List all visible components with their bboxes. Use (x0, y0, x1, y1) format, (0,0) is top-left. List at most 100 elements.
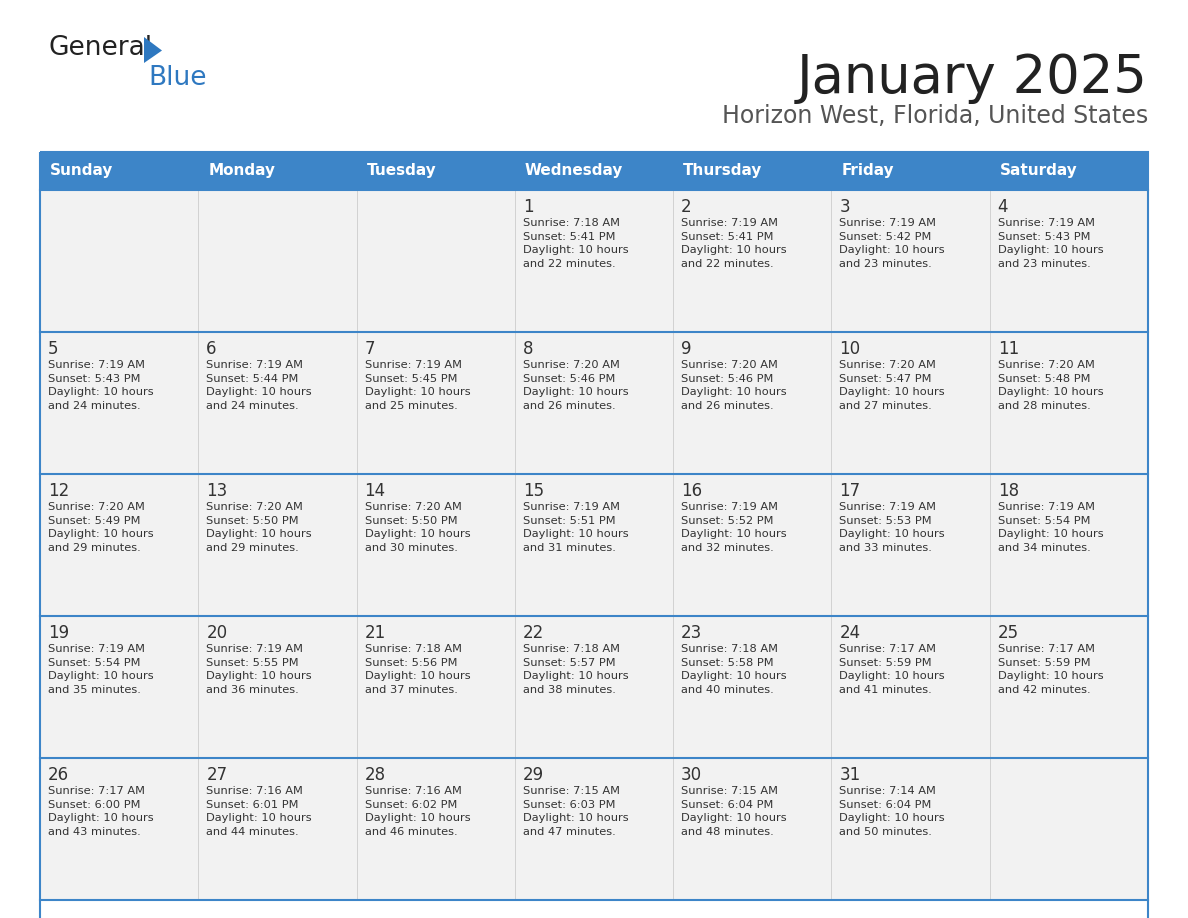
Text: Friday: Friday (841, 163, 895, 178)
Text: 10: 10 (840, 340, 860, 358)
Text: Sunrise: 7:17 AM
Sunset: 5:59 PM
Daylight: 10 hours
and 41 minutes.: Sunrise: 7:17 AM Sunset: 5:59 PM Dayligh… (840, 644, 944, 695)
Text: Sunrise: 7:18 AM
Sunset: 5:41 PM
Daylight: 10 hours
and 22 minutes.: Sunrise: 7:18 AM Sunset: 5:41 PM Dayligh… (523, 218, 628, 269)
Text: Sunrise: 7:19 AM
Sunset: 5:53 PM
Daylight: 10 hours
and 33 minutes.: Sunrise: 7:19 AM Sunset: 5:53 PM Dayligh… (840, 502, 944, 553)
Bar (674, 616, 832, 758)
Polygon shape (144, 37, 162, 63)
Text: 4: 4 (998, 198, 1009, 216)
Bar (40, 474, 198, 616)
Bar (832, 332, 990, 474)
Text: Blue: Blue (148, 65, 207, 91)
Text: Sunrise: 7:15 AM
Sunset: 6:03 PM
Daylight: 10 hours
and 47 minutes.: Sunrise: 7:15 AM Sunset: 6:03 PM Dayligh… (523, 786, 628, 837)
Text: Sunrise: 7:19 AM
Sunset: 5:43 PM
Daylight: 10 hours
and 24 minutes.: Sunrise: 7:19 AM Sunset: 5:43 PM Dayligh… (48, 360, 153, 410)
Text: 19: 19 (48, 624, 69, 642)
Text: Sunday: Sunday (50, 163, 113, 178)
Text: 21: 21 (365, 624, 386, 642)
Text: Sunrise: 7:19 AM
Sunset: 5:52 PM
Daylight: 10 hours
and 32 minutes.: Sunrise: 7:19 AM Sunset: 5:52 PM Dayligh… (681, 502, 786, 553)
Text: Thursday: Thursday (683, 163, 763, 178)
Text: Sunrise: 7:19 AM
Sunset: 5:42 PM
Daylight: 10 hours
and 23 minutes.: Sunrise: 7:19 AM Sunset: 5:42 PM Dayligh… (840, 218, 944, 269)
Text: 28: 28 (365, 766, 386, 784)
Text: Sunrise: 7:19 AM
Sunset: 5:54 PM
Daylight: 10 hours
and 34 minutes.: Sunrise: 7:19 AM Sunset: 5:54 PM Dayligh… (998, 502, 1104, 553)
Bar (514, 474, 674, 616)
Bar (832, 474, 990, 616)
Text: Tuesday: Tuesday (367, 163, 436, 178)
Text: Wednesday: Wednesday (525, 163, 624, 178)
Bar (990, 190, 1148, 332)
Text: Sunrise: 7:16 AM
Sunset: 6:01 PM
Daylight: 10 hours
and 44 minutes.: Sunrise: 7:16 AM Sunset: 6:01 PM Dayligh… (207, 786, 312, 837)
Bar (40, 758, 198, 900)
Text: 24: 24 (840, 624, 860, 642)
Text: Sunrise: 7:18 AM
Sunset: 5:56 PM
Daylight: 10 hours
and 37 minutes.: Sunrise: 7:18 AM Sunset: 5:56 PM Dayligh… (365, 644, 470, 695)
Text: 29: 29 (523, 766, 544, 784)
Text: 22: 22 (523, 624, 544, 642)
Text: 17: 17 (840, 482, 860, 500)
Text: Sunrise: 7:14 AM
Sunset: 6:04 PM
Daylight: 10 hours
and 50 minutes.: Sunrise: 7:14 AM Sunset: 6:04 PM Dayligh… (840, 786, 944, 837)
Text: 27: 27 (207, 766, 227, 784)
Text: Sunrise: 7:20 AM
Sunset: 5:46 PM
Daylight: 10 hours
and 26 minutes.: Sunrise: 7:20 AM Sunset: 5:46 PM Dayligh… (681, 360, 786, 410)
Text: Sunrise: 7:20 AM
Sunset: 5:50 PM
Daylight: 10 hours
and 29 minutes.: Sunrise: 7:20 AM Sunset: 5:50 PM Dayligh… (207, 502, 312, 553)
Bar (514, 616, 674, 758)
Bar (832, 616, 990, 758)
Bar (40, 332, 198, 474)
Text: 9: 9 (681, 340, 691, 358)
Text: Sunrise: 7:19 AM
Sunset: 5:41 PM
Daylight: 10 hours
and 22 minutes.: Sunrise: 7:19 AM Sunset: 5:41 PM Dayligh… (681, 218, 786, 269)
Text: Sunrise: 7:19 AM
Sunset: 5:44 PM
Daylight: 10 hours
and 24 minutes.: Sunrise: 7:19 AM Sunset: 5:44 PM Dayligh… (207, 360, 312, 410)
Bar (674, 758, 832, 900)
Text: Sunrise: 7:15 AM
Sunset: 6:04 PM
Daylight: 10 hours
and 48 minutes.: Sunrise: 7:15 AM Sunset: 6:04 PM Dayligh… (681, 786, 786, 837)
Text: 7: 7 (365, 340, 375, 358)
Bar (198, 616, 356, 758)
Text: 26: 26 (48, 766, 69, 784)
Bar (990, 758, 1148, 900)
Text: Sunrise: 7:20 AM
Sunset: 5:50 PM
Daylight: 10 hours
and 30 minutes.: Sunrise: 7:20 AM Sunset: 5:50 PM Dayligh… (365, 502, 470, 553)
Text: 13: 13 (207, 482, 228, 500)
Bar (990, 616, 1148, 758)
Bar (198, 474, 356, 616)
Text: 2: 2 (681, 198, 691, 216)
Bar (40, 616, 198, 758)
Bar (674, 332, 832, 474)
Bar (674, 474, 832, 616)
Bar (832, 190, 990, 332)
Text: 20: 20 (207, 624, 227, 642)
Text: Sunrise: 7:18 AM
Sunset: 5:58 PM
Daylight: 10 hours
and 40 minutes.: Sunrise: 7:18 AM Sunset: 5:58 PM Dayligh… (681, 644, 786, 695)
Bar (356, 758, 514, 900)
Bar (356, 616, 514, 758)
Text: 23: 23 (681, 624, 702, 642)
Bar (198, 758, 356, 900)
Bar (514, 332, 674, 474)
Bar (990, 474, 1148, 616)
Bar (40, 152, 1148, 918)
Text: Sunrise: 7:17 AM
Sunset: 6:00 PM
Daylight: 10 hours
and 43 minutes.: Sunrise: 7:17 AM Sunset: 6:00 PM Dayligh… (48, 786, 153, 837)
Text: Sunrise: 7:19 AM
Sunset: 5:54 PM
Daylight: 10 hours
and 35 minutes.: Sunrise: 7:19 AM Sunset: 5:54 PM Dayligh… (48, 644, 153, 695)
Text: 1: 1 (523, 198, 533, 216)
Text: Sunrise: 7:20 AM
Sunset: 5:46 PM
Daylight: 10 hours
and 26 minutes.: Sunrise: 7:20 AM Sunset: 5:46 PM Dayligh… (523, 360, 628, 410)
Text: Monday: Monday (208, 163, 276, 178)
Text: 31: 31 (840, 766, 860, 784)
Text: Sunrise: 7:19 AM
Sunset: 5:45 PM
Daylight: 10 hours
and 25 minutes.: Sunrise: 7:19 AM Sunset: 5:45 PM Dayligh… (365, 360, 470, 410)
Bar (356, 474, 514, 616)
Text: Sunrise: 7:19 AM
Sunset: 5:51 PM
Daylight: 10 hours
and 31 minutes.: Sunrise: 7:19 AM Sunset: 5:51 PM Dayligh… (523, 502, 628, 553)
Text: Horizon West, Florida, United States: Horizon West, Florida, United States (722, 104, 1148, 128)
Text: January 2025: January 2025 (797, 52, 1148, 104)
Text: 18: 18 (998, 482, 1019, 500)
Bar (674, 190, 832, 332)
Text: 16: 16 (681, 482, 702, 500)
Text: 6: 6 (207, 340, 216, 358)
Text: 30: 30 (681, 766, 702, 784)
Text: 3: 3 (840, 198, 851, 216)
Text: Saturday: Saturday (1000, 163, 1078, 178)
Text: Sunrise: 7:19 AM
Sunset: 5:43 PM
Daylight: 10 hours
and 23 minutes.: Sunrise: 7:19 AM Sunset: 5:43 PM Dayligh… (998, 218, 1104, 269)
Bar (356, 190, 514, 332)
Text: 12: 12 (48, 482, 69, 500)
Text: 5: 5 (48, 340, 58, 358)
Text: 15: 15 (523, 482, 544, 500)
Text: 14: 14 (365, 482, 386, 500)
Text: Sunrise: 7:19 AM
Sunset: 5:55 PM
Daylight: 10 hours
and 36 minutes.: Sunrise: 7:19 AM Sunset: 5:55 PM Dayligh… (207, 644, 312, 695)
Text: Sunrise: 7:20 AM
Sunset: 5:48 PM
Daylight: 10 hours
and 28 minutes.: Sunrise: 7:20 AM Sunset: 5:48 PM Dayligh… (998, 360, 1104, 410)
Bar (198, 190, 356, 332)
Text: General: General (48, 35, 152, 61)
Bar (198, 332, 356, 474)
Text: Sunrise: 7:16 AM
Sunset: 6:02 PM
Daylight: 10 hours
and 46 minutes.: Sunrise: 7:16 AM Sunset: 6:02 PM Dayligh… (365, 786, 470, 837)
Text: 8: 8 (523, 340, 533, 358)
Text: 11: 11 (998, 340, 1019, 358)
Bar (514, 758, 674, 900)
